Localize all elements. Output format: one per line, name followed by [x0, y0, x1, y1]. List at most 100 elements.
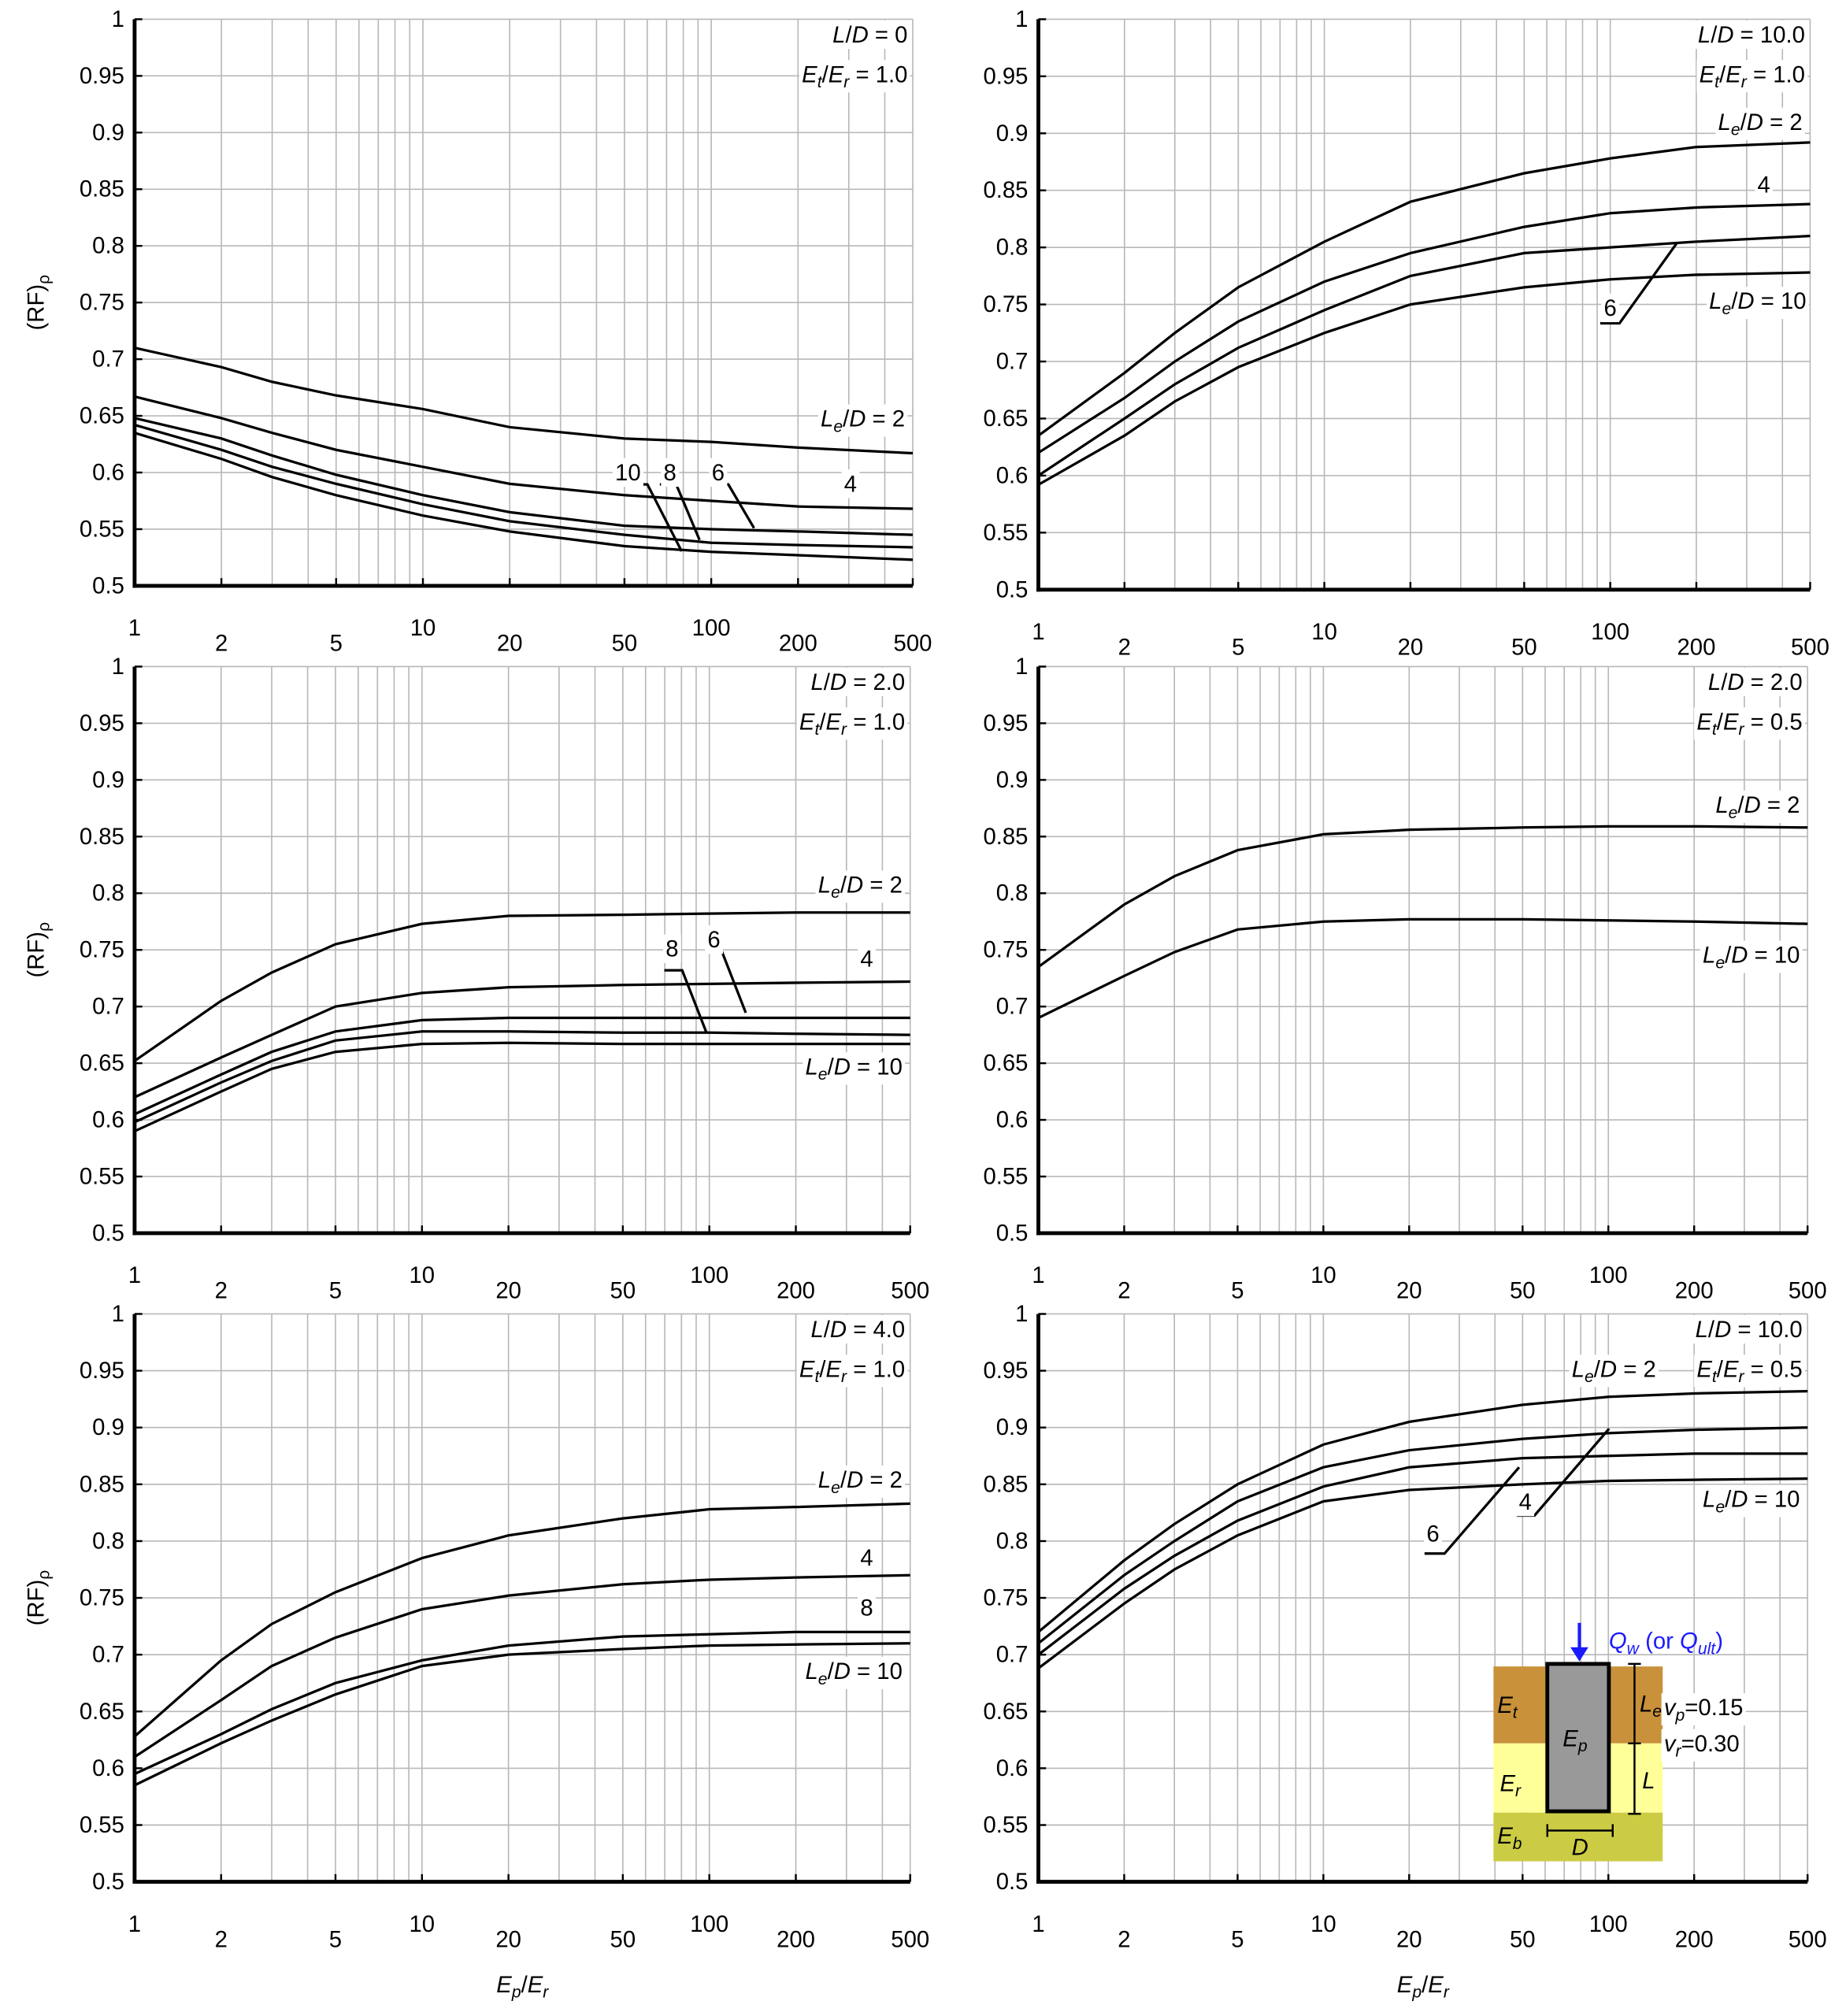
- text-part: = 2: [1761, 792, 1800, 818]
- text-part: t: [1714, 73, 1720, 91]
- text-part: e: [818, 1065, 828, 1084]
- text-part: 6: [1604, 295, 1617, 321]
- y-tick-label: 0.9: [92, 1414, 124, 1440]
- y-tick-label: 0.95: [80, 63, 124, 89]
- y-tick-label: 1: [112, 6, 124, 32]
- y-tick-label: 0.7: [996, 994, 1029, 1020]
- text-part: /: [1711, 21, 1718, 47]
- annotation: L/D = 10.0: [1698, 21, 1805, 47]
- label-bg: [1705, 667, 1805, 697]
- series-label: Le/D = 10: [1703, 1486, 1800, 1516]
- text-part: /: [840, 1467, 847, 1493]
- text-part: /: [1737, 792, 1744, 818]
- text-part: D: [1747, 109, 1763, 135]
- text-part: D: [1600, 1356, 1617, 1382]
- text-part: /: [822, 61, 829, 87]
- text-part: D: [1727, 669, 1744, 695]
- x-tick-label: 50: [1510, 1278, 1536, 1304]
- text-part: p: [1675, 1706, 1685, 1724]
- x-tick-label: 100: [690, 1911, 728, 1937]
- pile-label: Ep: [1562, 1725, 1588, 1755]
- text-part: 8: [665, 936, 678, 962]
- text-part: /: [1721, 669, 1728, 695]
- text-part: ρ: [35, 1570, 53, 1580]
- text-part: D: [1744, 792, 1761, 818]
- label-bg: [858, 1543, 876, 1572]
- y-tick-label: 0.65: [80, 1051, 124, 1077]
- x-tick-label: 20: [1396, 1278, 1422, 1304]
- text-part: Q: [1680, 1628, 1698, 1654]
- x-tick-label: 100: [690, 1262, 728, 1288]
- text-part: L: [806, 1054, 818, 1080]
- text-part: r: [841, 1368, 847, 1386]
- text-part: = 4.0: [847, 1317, 905, 1343]
- text-part: e: [1652, 1703, 1662, 1721]
- text-part: E: [1428, 1971, 1444, 1997]
- text-part: /: [1717, 1356, 1724, 1382]
- y-tick-label: 0.5: [996, 576, 1029, 602]
- text-part: /: [1719, 61, 1726, 87]
- text-part: r: [1676, 1742, 1682, 1760]
- label-bg: [1700, 1484, 1803, 1518]
- label-bg: [1661, 1729, 1742, 1762]
- text-part: e: [1729, 803, 1738, 821]
- label-bg: [1695, 20, 1808, 50]
- x-tick-label: 2: [215, 631, 228, 657]
- x-tick-label: 500: [1789, 1926, 1827, 1952]
- series-label: 10: [615, 460, 641, 486]
- y-tick-label: 0.7: [996, 349, 1029, 375]
- text-part: = 10: [1755, 288, 1807, 314]
- text-part: L: [1640, 1691, 1652, 1717]
- y-tick-label: 0.7: [92, 994, 124, 1020]
- label-bg: [1694, 707, 1805, 740]
- annotation: L/D = 4.0: [810, 1317, 905, 1343]
- text-part: = 10: [851, 1054, 903, 1080]
- text-part: 4: [860, 1544, 873, 1570]
- data-line: [1037, 825, 1808, 969]
- y-tick-label: 0.65: [983, 1699, 1028, 1725]
- data-line: [134, 1016, 910, 1116]
- text-part: D: [847, 1467, 863, 1493]
- y-tick-label: 0.95: [983, 63, 1028, 89]
- y-tick-label: 0.9: [92, 120, 124, 146]
- label-bg: [1661, 1693, 1746, 1726]
- x-tick-label: 1: [128, 1911, 141, 1937]
- text-part: E: [1397, 1971, 1413, 1997]
- text-part: /: [1725, 942, 1732, 968]
- text-part: D: [834, 1658, 851, 1684]
- text-part: = 1.0: [849, 61, 907, 87]
- series-label: 4: [1519, 1489, 1532, 1515]
- text-part: L: [1642, 1768, 1655, 1794]
- text-part: 4: [1519, 1489, 1532, 1515]
- y-tick-label: 0.9: [996, 120, 1029, 146]
- text-part: e: [1722, 300, 1731, 318]
- y-tick-label: 0.7: [92, 346, 124, 372]
- y-tick-label: 0.85: [983, 824, 1028, 850]
- text-part: /: [843, 406, 850, 432]
- x-tick-label: 1: [1032, 619, 1044, 645]
- x-tick-label: 20: [495, 1926, 521, 1952]
- leader-line: [664, 969, 708, 1033]
- text-part: E: [1723, 1356, 1739, 1382]
- y-tick-label: 0.75: [983, 1585, 1028, 1611]
- text-part: /: [1731, 288, 1738, 314]
- y-tick-label: 0.8: [92, 1528, 124, 1554]
- text-part: = 1.0: [847, 1356, 905, 1382]
- text-part: r: [841, 721, 847, 739]
- text-part: E: [528, 1971, 543, 1997]
- label-bg: [803, 1656, 906, 1689]
- text-part: E: [1726, 61, 1741, 87]
- x-tick-label: 2: [215, 1278, 228, 1304]
- annotation: Et/Er = 0.5: [1696, 709, 1802, 739]
- series-label: 4: [1758, 172, 1770, 198]
- label-bg: [817, 404, 908, 437]
- text-part: r: [1515, 1782, 1522, 1800]
- y-tick-label: 0.85: [80, 1471, 124, 1497]
- series-label: 4: [844, 471, 857, 497]
- y-tick-label: 0.7: [92, 1642, 124, 1668]
- series-label: Le/D = 2: [818, 872, 903, 902]
- text-part: r: [1741, 73, 1748, 91]
- annotation: Et/Er = 1.0: [802, 61, 907, 91]
- x-tick-label: 200: [1677, 635, 1716, 661]
